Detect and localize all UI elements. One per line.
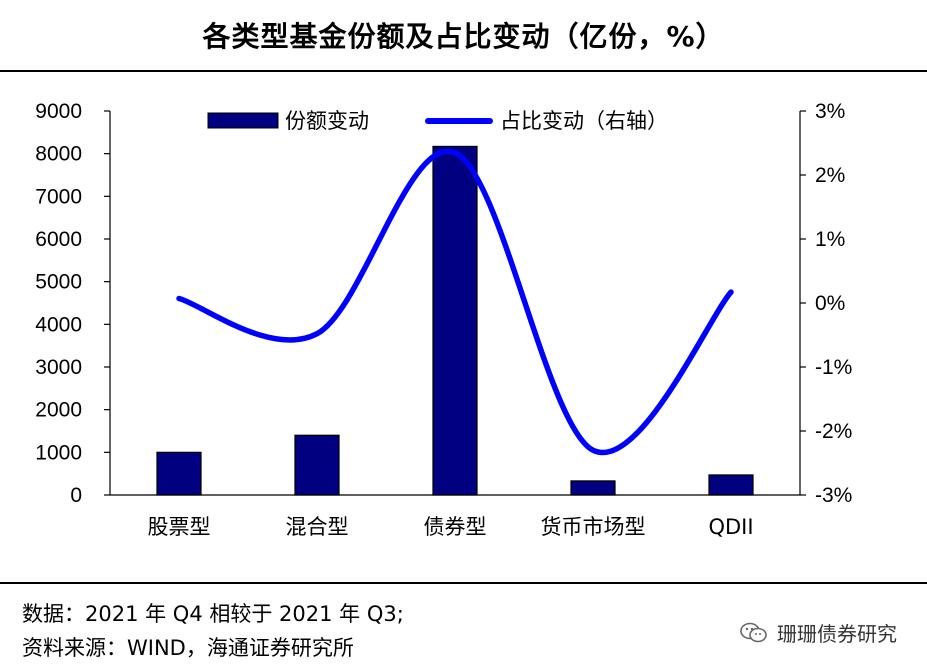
right-tick-label: -2% bbox=[815, 420, 852, 443]
chart: 0 1000 2000 3000 4000 5000 6000 7000 8000 9000 -3… bbox=[35, 100, 852, 539]
left-tick-label: 3000 bbox=[35, 356, 82, 379]
line-series bbox=[176, 148, 734, 456]
line-series-path bbox=[176, 148, 734, 456]
bar bbox=[432, 145, 478, 496]
chart-title: 各类型基金份额及占比变动（亿份，%） bbox=[202, 20, 725, 53]
left-tick-label: 0 bbox=[70, 484, 82, 507]
left-tick-label: 7000 bbox=[35, 185, 82, 208]
right-axis: -3% -2% -1% 0% 1% 2% 3% bbox=[799, 100, 852, 507]
left-tick-label: 6000 bbox=[35, 228, 82, 251]
bar bbox=[708, 474, 754, 496]
left-tick-label: 8000 bbox=[35, 143, 82, 166]
left-tick-label: 1000 bbox=[35, 441, 82, 464]
legend-line-label: 占比变动（右轴） bbox=[500, 109, 668, 133]
line-point bbox=[454, 152, 456, 154]
x-tick-label: 股票型 bbox=[148, 515, 211, 539]
line-point bbox=[178, 298, 180, 300]
x-tick-label: 货币市场型 bbox=[541, 515, 646, 539]
left-tick-label: 9000 bbox=[35, 100, 82, 123]
footer-note: 数据：2021 年 Q4 相较于 2021 年 Q3; bbox=[22, 602, 404, 626]
bars bbox=[156, 145, 754, 496]
wechat-icon bbox=[740, 622, 767, 642]
bar bbox=[156, 451, 202, 496]
line-point bbox=[592, 449, 594, 451]
title-divider bbox=[0, 70, 927, 72]
legend-bar-label: 份额变动 bbox=[285, 109, 369, 133]
left-tick-label: 4000 bbox=[35, 313, 82, 336]
legend-bar-swatch bbox=[207, 112, 279, 129]
brand-name: 珊珊债券研究 bbox=[777, 622, 897, 646]
x-tick-label: 债券型 bbox=[424, 515, 487, 539]
bar bbox=[294, 434, 340, 496]
right-tick-label: 0% bbox=[815, 292, 845, 315]
right-tick-label: -3% bbox=[815, 484, 852, 507]
bar bbox=[570, 480, 616, 496]
left-axis: 0 1000 2000 3000 4000 5000 6000 7000 8000 9000 bbox=[35, 100, 800, 507]
footer-source: 资料来源：WIND，海通证券研究所 bbox=[22, 636, 354, 660]
brand-watermark: 珊珊债券研究 bbox=[739, 618, 897, 647]
left-tick-label: 2000 bbox=[35, 399, 82, 422]
right-tick-label: -1% bbox=[815, 356, 852, 379]
right-tick-label: 1% bbox=[815, 228, 845, 251]
left-tick-label: 5000 bbox=[35, 271, 82, 294]
footer-divider bbox=[0, 582, 927, 584]
x-axis-labels: 股票型 混合型 债券型 货币市场型 QDII bbox=[148, 515, 754, 539]
legend: 份额变动 占比变动（右轴） bbox=[207, 109, 668, 133]
right-tick-label: 2% bbox=[815, 164, 845, 187]
right-tick-label: 3% bbox=[815, 100, 845, 123]
line-point bbox=[730, 291, 732, 293]
x-tick-label: QDII bbox=[708, 515, 753, 539]
line-point bbox=[316, 333, 318, 335]
x-tick-label: 混合型 bbox=[286, 515, 349, 539]
